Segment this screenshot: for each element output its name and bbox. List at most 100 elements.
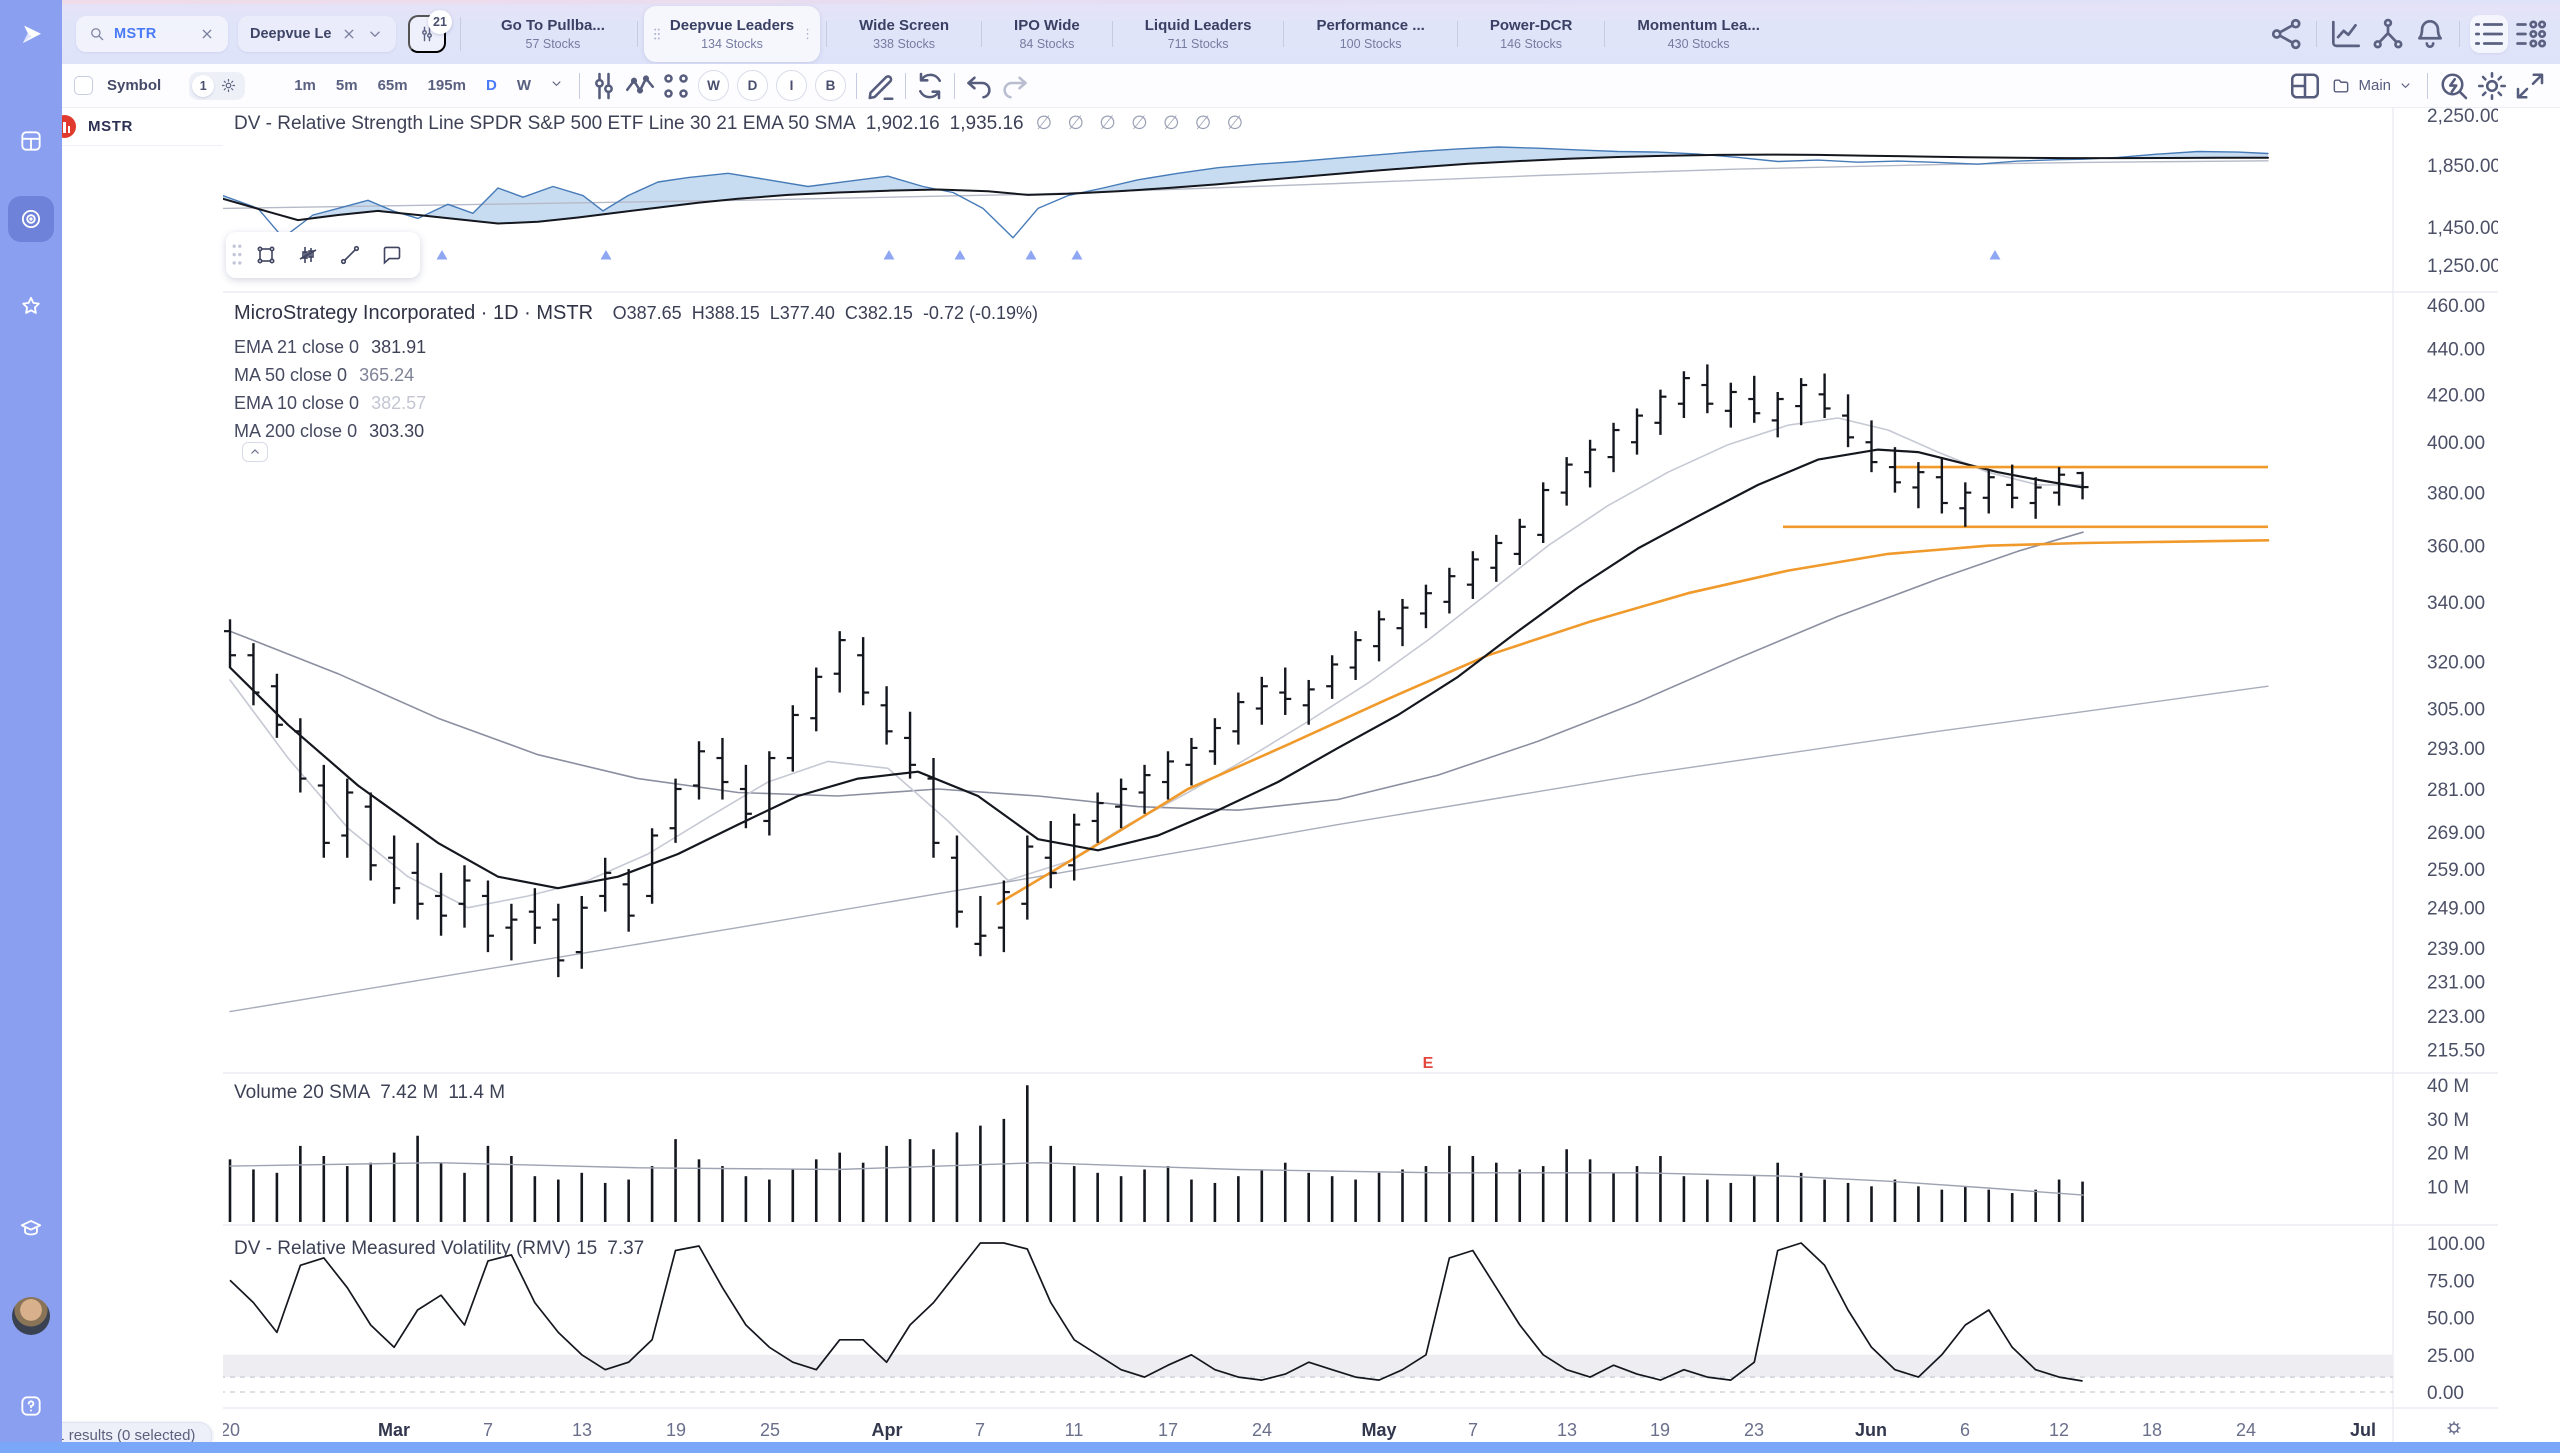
rectangle-tool-button[interactable] — [246, 236, 286, 274]
watchlist-tab-liquid-leaders[interactable]: Liquid Leaders 711 Stocks — [1119, 6, 1278, 62]
svg-text:40 M: 40 M — [2427, 1076, 2469, 1097]
alerts-bell-button[interactable] — [2411, 15, 2449, 53]
chart-canvas[interactable]: E 2,250.00 1,850.00 1,450.00 1,250.00 460.00 4… — [0, 0, 2498, 1453]
gear-icon[interactable] — [220, 77, 237, 94]
folder-icon — [2331, 76, 2351, 96]
search-icon — [88, 25, 106, 43]
svg-text:30 M: 30 M — [2427, 1110, 2469, 1131]
chevron-down-icon[interactable] — [366, 25, 384, 43]
layout-name: Main — [2358, 77, 2391, 94]
drag-handle-icon[interactable] — [652, 26, 662, 42]
filter-count-badge: 21 — [428, 10, 452, 34]
refresh-button[interactable] — [912, 68, 948, 104]
quick-button-b[interactable]: B — [814, 70, 846, 101]
layout-selector[interactable]: Main — [2325, 72, 2419, 100]
indicator-row[interactable]: MA 200 close 0 303.30 — [234, 421, 426, 442]
chart-view-button[interactable] — [2327, 15, 2365, 53]
timeframe-195m[interactable]: 195m — [419, 72, 475, 99]
user-avatar[interactable] — [8, 1293, 54, 1339]
fullscreen-button[interactable] — [2512, 68, 2548, 104]
price-pane-legend[interactable]: MicroStrategy Incorporated · 1D · MSTR O… — [234, 302, 1038, 325]
volume-pane-legend[interactable]: Volume 20 SMA 7.42 M 11.4 M — [234, 1082, 505, 1104]
chart-settings-button[interactable] — [2474, 68, 2510, 104]
indicator-row[interactable]: EMA 21 close 0 381.91 — [234, 337, 426, 358]
timeframe-1m[interactable]: 1m — [285, 72, 325, 99]
svg-text:1,850.00: 1,850.00 — [2427, 156, 2498, 177]
drag-handle-icon[interactable] — [230, 244, 244, 266]
comment-tool-icon — [383, 246, 401, 265]
comment-tool-button[interactable] — [372, 236, 412, 274]
watchlist-tab-ipo-wide[interactable]: IPO Wide 84 Stocks — [988, 6, 1106, 62]
volume-current-value: 11.4 M — [448, 1082, 506, 1103]
svg-text:24: 24 — [1252, 1420, 1272, 1440]
watchlist-tab-deepvue-leaders[interactable]: Deepvue Leaders 134 Stocks ⋮ — [643, 6, 821, 62]
watchlist-tabbar: MSTR Deepvue Le... 21 Go To Pullba... 57 … — [62, 0, 2560, 64]
timeframe-d[interactable]: D — [477, 72, 506, 99]
quick-button-w[interactable]: W — [697, 70, 729, 101]
symbol-column-header[interactable]: Symbol — [107, 77, 162, 94]
grid-view-button[interactable] — [2512, 15, 2550, 53]
svg-text:19: 19 — [666, 1420, 686, 1440]
tab-menu-icon[interactable]: ⋮ — [801, 26, 815, 41]
trendline-tool-button[interactable] — [330, 236, 370, 274]
draw-button[interactable] — [863, 68, 899, 104]
indicator-legend: EMA 21 close 0 381.91 MA 50 close 0 365.24 E… — [234, 330, 426, 442]
redo-button[interactable] — [997, 68, 1033, 104]
symbol-search[interactable]: MSTR — [76, 16, 228, 52]
watchlist-selector[interactable]: Deepvue Le... — [238, 16, 396, 52]
watchlist-tab-momentum-lea[interactable]: Momentum Lea... 430 Stocks — [1611, 6, 1786, 62]
tab-divider — [1456, 21, 1458, 47]
sidebar-item-favorites[interactable] — [8, 283, 54, 329]
watchlist-tab-go-to-pullba[interactable]: Go To Pullba... 57 Stocks — [475, 6, 631, 62]
svg-text:6: 6 — [1960, 1420, 1970, 1440]
layout-grid-button[interactable] — [658, 68, 694, 104]
app-logo[interactable] — [8, 12, 54, 58]
fork-view-button[interactable] — [2369, 15, 2407, 53]
list-view-button[interactable] — [2470, 15, 2508, 53]
timeframe-dropdown[interactable] — [540, 71, 573, 100]
svg-text:24: 24 — [2236, 1420, 2256, 1440]
tab-title: Wide Screen — [859, 17, 950, 34]
clear-search-icon[interactable] — [198, 25, 216, 43]
bar-pattern-tool-button[interactable] — [288, 236, 328, 274]
watchlist-tab-performance[interactable]: Performance ... 100 Stocks — [1290, 6, 1450, 62]
indicator-value: 365.24 — [359, 365, 415, 385]
filter-button[interactable]: 21 — [408, 10, 452, 53]
indicator-settings-button[interactable] — [586, 68, 622, 104]
indicators-button[interactable] — [622, 68, 658, 104]
watchlist-tab-wide-screen[interactable]: Wide Screen 338 Stocks — [833, 6, 975, 62]
quick-button-d[interactable]: D — [736, 70, 768, 101]
indicator-row[interactable]: MA 50 close 0 365.24 — [234, 365, 426, 386]
layout-panels-button[interactable] — [2287, 68, 2323, 104]
tab-count: 711 Stocks — [1167, 37, 1229, 51]
sidebar-item-help[interactable] — [8, 1383, 54, 1429]
zoom-scan-button[interactable] — [2436, 68, 2472, 104]
volume-sma-value: 7.42 M — [380, 1082, 439, 1103]
chevron-up-icon — [251, 449, 259, 454]
collapse-legend-button[interactable] — [242, 442, 268, 462]
svg-text:269.00: 269.00 — [2427, 823, 2485, 844]
drawing-toolbar[interactable] — [226, 232, 420, 278]
share-button[interactable] — [2268, 15, 2306, 53]
indicator-row[interactable]: EMA 10 close 0 382.57 — [234, 393, 426, 414]
watchlist-clear-icon[interactable] — [340, 25, 358, 43]
timeframe-65m[interactable]: 65m — [369, 72, 417, 99]
timeframe-5m[interactable]: 5m — [327, 72, 367, 99]
timeframe-w[interactable]: W — [508, 72, 540, 99]
sidebar-item-education[interactable] — [8, 1205, 54, 1251]
quick-button-i[interactable]: I — [775, 70, 807, 101]
indicator-label: MA 200 close 0 — [234, 421, 358, 441]
rmv-pane-legend[interactable]: DV - Relative Measured Volatility (RMV) … — [234, 1238, 644, 1260]
watchlist-tab-power-dcr[interactable]: Power-DCR 146 Stocks — [1464, 6, 1599, 62]
rs-pane-legend[interactable]: DV - Relative Strength Line SPDR S&P 500… — [234, 112, 1248, 135]
tab-title: Go To Pullba... — [501, 17, 605, 34]
sidebar-item-screener[interactable] — [8, 196, 54, 242]
sidebar-item-dashboard[interactable] — [8, 118, 54, 164]
sort-count-badge[interactable]: 1 — [192, 74, 215, 97]
tab-count: 430 Stocks — [1667, 37, 1730, 51]
bottom-edge — [0, 1442, 2560, 1453]
select-all-checkbox[interactable] — [74, 76, 93, 95]
undo-button[interactable] — [961, 68, 997, 104]
